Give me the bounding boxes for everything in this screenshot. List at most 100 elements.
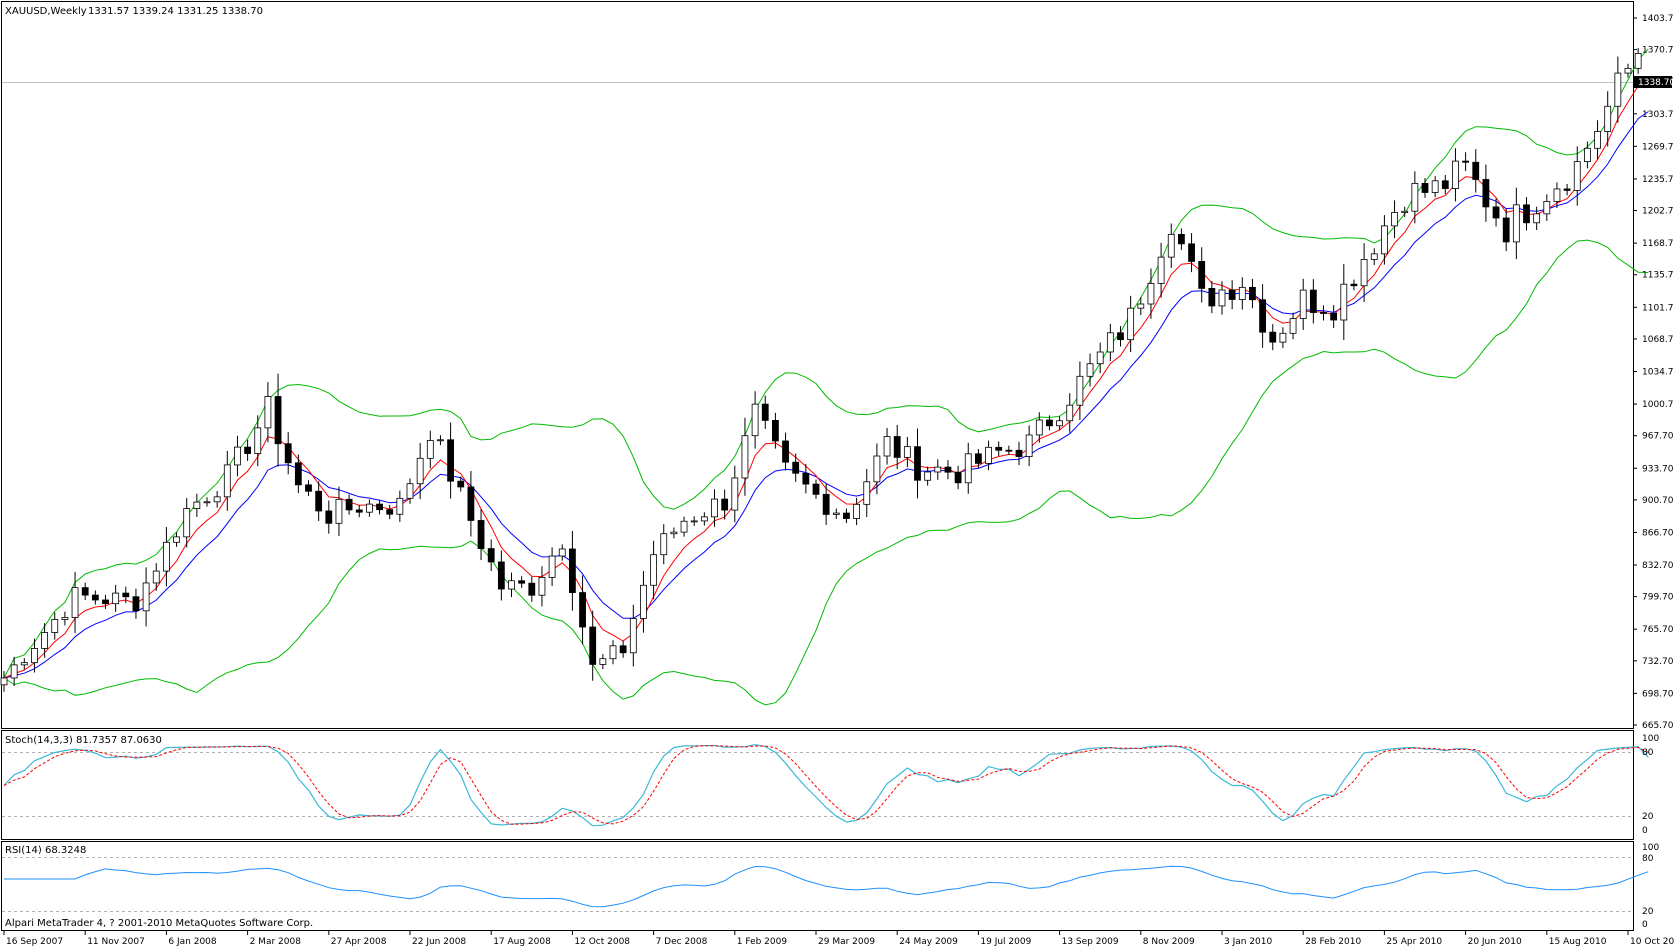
time-tick-label: 27 Apr 2008	[331, 937, 387, 947]
candle-body	[416, 457, 424, 485]
candle-body	[315, 490, 323, 512]
stoch-level-80: 80	[1642, 748, 1654, 758]
price-axis: 1403.70 1370.70 1338.70 1303.70 1269.70 1235.…	[1633, 14, 1674, 731]
candle-body	[1533, 213, 1541, 224]
stoch-main-line	[3, 743, 1649, 827]
candle-body	[690, 520, 698, 523]
candle-body	[1309, 289, 1317, 313]
candle-body	[792, 461, 800, 474]
candle-body	[132, 596, 140, 612]
candle-body	[1573, 161, 1581, 191]
candle-body	[1431, 180, 1439, 193]
rsi-panel-frame	[1, 841, 1634, 931]
candle-body	[1127, 307, 1135, 341]
candlesticks	[0, 47, 1652, 692]
candle-body	[51, 619, 59, 633]
time-tick-label: 20 Jun 2010	[1468, 937, 1522, 947]
time-tick-label: 13 Sep 2009	[1062, 937, 1119, 947]
candle-body	[213, 496, 221, 503]
candle-body	[1502, 217, 1510, 243]
time-tick-label: 2 Mar 2008	[250, 937, 302, 947]
time-tick-label: 25 Apr 2010	[1386, 937, 1442, 947]
candle-body	[1421, 182, 1429, 193]
candle-body	[152, 570, 160, 584]
candle-body	[772, 420, 779, 442]
candle-body	[599, 658, 607, 665]
rsi-level-0: 0	[1642, 920, 1648, 930]
copyright-text: Alpari MetaTrader 4, ? 2001-2010 MetaQuo…	[5, 918, 313, 929]
current-price-tag-text: 1338.70	[1638, 78, 1674, 88]
candle-body	[365, 503, 373, 513]
candle-body	[528, 582, 536, 596]
candle-body	[406, 483, 414, 499]
candle-body	[843, 512, 850, 519]
candle-body	[1269, 331, 1277, 343]
price-tick-label: 933.70	[1642, 464, 1674, 474]
candle-body	[1584, 147, 1591, 163]
candle-body	[355, 509, 363, 513]
time-tick-label: 3 Jan 2010	[1224, 937, 1272, 947]
candle-body	[995, 446, 1003, 451]
candle-body	[1360, 259, 1368, 287]
candle-body	[1472, 161, 1480, 180]
price-tick-label: 1101.70	[1642, 303, 1674, 313]
candle-body	[1076, 375, 1084, 406]
candle-body	[670, 531, 678, 535]
candle-body	[1350, 283, 1358, 287]
candle-body	[1340, 283, 1348, 321]
candle-body	[497, 561, 505, 590]
candle-body	[41, 632, 48, 649]
price-tick-label: 900.70	[1642, 496, 1674, 506]
rsi-label-bg	[3, 843, 83, 856]
candle-body	[924, 471, 932, 481]
candle-body	[1523, 204, 1530, 224]
time-tick-label: 8 Nov 2009	[1143, 937, 1195, 947]
time-axis: 16 Sep 2007 11 Nov 2007 6 Jan 2008 2 Mar 20…	[3, 931, 1674, 947]
price-tick-label: 1000.70	[1642, 400, 1674, 410]
candle-body	[1512, 204, 1520, 243]
candle-body	[832, 512, 840, 515]
rsi-line	[4, 865, 1649, 908]
candle-body	[10, 664, 18, 679]
time-tick-label: 22 Jun 2008	[412, 937, 466, 947]
candle-body	[1624, 67, 1632, 74]
candle-body	[1157, 256, 1165, 284]
candle-body	[1259, 299, 1266, 333]
candle-body	[1299, 289, 1307, 319]
time-tick-label: 11 Nov 2007	[87, 937, 145, 947]
candle-body	[1594, 131, 1601, 149]
time-tick-label: 15 Aug 2010	[1549, 937, 1607, 947]
candle-body	[1106, 332, 1114, 353]
candle-body	[396, 497, 404, 515]
price-panel-frame	[1, 1, 1634, 729]
candle-body	[1198, 260, 1206, 289]
candle-body	[558, 548, 566, 557]
candle-body	[1462, 160, 1469, 163]
candle-body	[893, 436, 901, 458]
stoch-label-bg	[3, 733, 139, 746]
candle-body	[711, 498, 718, 518]
candle-body	[1137, 303, 1145, 309]
time-tick-label: 1 Feb 2009	[737, 937, 788, 947]
candle-body	[975, 453, 982, 464]
candle-body	[223, 464, 231, 498]
rsi-level-100: 100	[1642, 843, 1659, 853]
candle-body	[1553, 188, 1561, 202]
candle-body	[173, 536, 180, 543]
candle-body	[761, 403, 769, 421]
time-tick-label: 29 Mar 2009	[818, 937, 875, 947]
price-tick-label: 1235.70	[1642, 175, 1674, 185]
candle-body	[508, 580, 515, 590]
candle-body	[640, 584, 647, 619]
candle-body	[1482, 179, 1490, 208]
candle-body	[1015, 449, 1023, 457]
candle-body	[447, 439, 455, 482]
candle-body	[1441, 180, 1449, 189]
time-tick-label: 12 Oct 2008	[574, 937, 630, 947]
candle-body	[102, 599, 109, 605]
candle-body	[91, 594, 99, 601]
candle-body	[579, 592, 586, 628]
time-tick-label: 19 Jul 2009	[980, 937, 1031, 947]
price-tick-label: 732.70	[1642, 657, 1674, 667]
candle-body	[1330, 312, 1338, 321]
